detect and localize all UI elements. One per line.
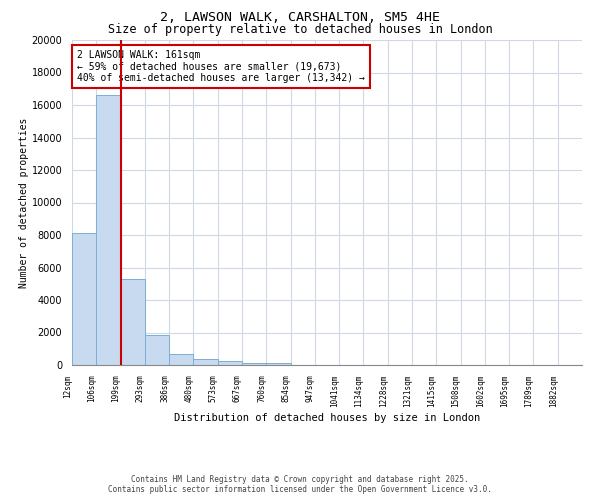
- Text: 2, LAWSON WALK, CARSHALTON, SM5 4HE: 2, LAWSON WALK, CARSHALTON, SM5 4HE: [160, 11, 440, 24]
- Text: Contains HM Land Registry data © Crown copyright and database right 2025.
Contai: Contains HM Land Registry data © Crown c…: [108, 474, 492, 494]
- Bar: [169, 354, 193, 365]
- Bar: [145, 335, 169, 365]
- Bar: [242, 362, 266, 365]
- Bar: [218, 362, 242, 365]
- Text: 2 LAWSON WALK: 161sqm
← 59% of detached houses are smaller (19,673)
40% of semi-: 2 LAWSON WALK: 161sqm ← 59% of detached …: [77, 50, 365, 83]
- Text: Size of property relative to detached houses in London: Size of property relative to detached ho…: [107, 22, 493, 36]
- Bar: [193, 360, 218, 365]
- Bar: [266, 363, 290, 365]
- Bar: [72, 234, 96, 365]
- Y-axis label: Number of detached properties: Number of detached properties: [19, 118, 29, 288]
- Bar: [121, 279, 145, 365]
- X-axis label: Distribution of detached houses by size in London: Distribution of detached houses by size …: [174, 412, 480, 422]
- Bar: [96, 95, 121, 365]
